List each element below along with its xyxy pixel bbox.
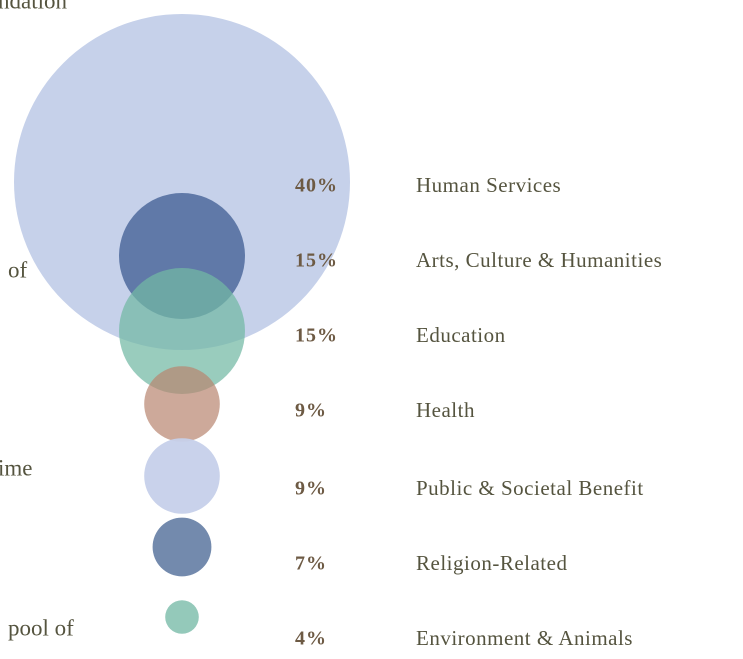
bubble xyxy=(165,600,199,634)
category-label: Environment & Animals xyxy=(416,626,633,650)
category-label: Public & Societal Benefit xyxy=(416,476,644,500)
value-label: 7% xyxy=(295,553,327,575)
bubble xyxy=(119,268,245,394)
side-text: of xyxy=(8,257,28,282)
category-label: Education xyxy=(416,323,506,347)
value-label: 15% xyxy=(295,250,338,272)
value-label: 4% xyxy=(295,628,327,650)
category-label: Human Services xyxy=(416,173,561,197)
value-label: 9% xyxy=(295,478,327,500)
side-text: ndation xyxy=(0,0,67,13)
side-text: pool of xyxy=(8,615,74,640)
value-label: 9% xyxy=(295,400,327,422)
category-label: Religion-Related xyxy=(416,551,567,575)
value-label: 15% xyxy=(295,325,338,347)
bubble xyxy=(152,517,212,577)
value-label: 40% xyxy=(295,175,338,197)
bubble xyxy=(14,14,350,350)
bubble xyxy=(144,438,220,514)
category-label: Health xyxy=(416,398,475,422)
side-text: ime xyxy=(0,455,33,480)
category-label: Arts, Culture & Humanities xyxy=(416,248,662,272)
bubble xyxy=(144,366,220,442)
